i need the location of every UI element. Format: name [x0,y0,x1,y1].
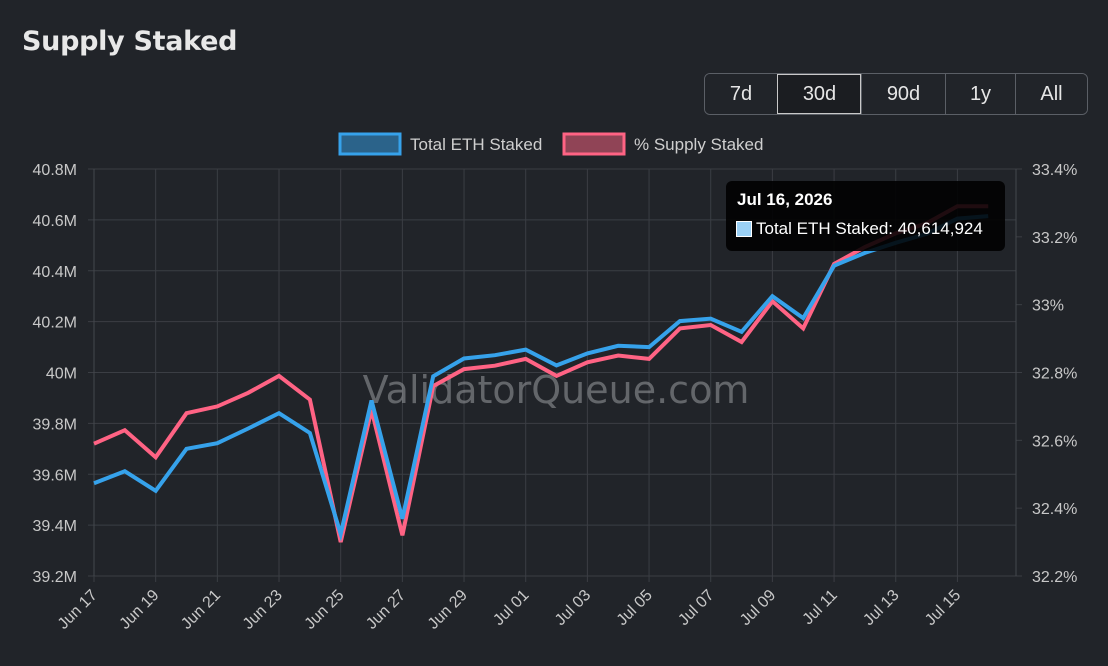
x-tick-label: Jun 25 [302,587,348,633]
y-right-tick-label: 32.4% [1032,501,1077,518]
x-tick-label: Jun 27 [363,587,409,633]
x-tick-label: Jul 09 [737,587,779,629]
y-left-tick-label: 40.6M [33,213,77,230]
y-left-tick-label: 39.2M [33,569,77,586]
y-right-tick-label: 32.8% [1032,366,1077,383]
left-y-axis: 39.2M 39.4M 39.6M 39.8M 40M 40.2M 40.4M 40.6M 40… [33,162,77,586]
y-right-tick-label: 33.2% [1032,230,1077,247]
chart-lines [93,204,989,543]
chart-legend: Total ETH Staked % Supply Staked [338,132,763,156]
chart-tooltip: Jul 16, 2026 Total ETH Staked: 40,614,92… [726,181,1005,251]
legend-swatch-supply-percent[interactable] [562,132,626,156]
y-left-tick-label: 40.2M [33,315,77,332]
total-eth-staked-line [93,214,989,542]
x-tick-label: Jul 15 [922,587,964,629]
tooltip-color-swatch [736,221,752,237]
x-axis: Jun 17 Jun 19 Jun 21 Jun 23 Jun 25 Jun 27 Jun … [55,587,964,633]
x-tick-label: Jul 11 [800,587,841,628]
y-right-tick-label: 32.2% [1032,569,1077,586]
y-left-tick-label: 39.8M [33,416,77,433]
x-tick-label: Jul 03 [552,587,594,629]
range-30d-button[interactable]: 30d [777,74,861,114]
x-tick-label: Jun 29 [425,587,471,633]
y-left-tick-label: 40M [46,366,77,383]
x-tick-label: Jul 01 [490,587,532,629]
legend-label-total-eth[interactable]: Total ETH Staked [410,135,542,154]
y-left-tick-label: 39.4M [33,518,77,535]
right-y-axis: 32.2% 32.4% 32.6% 32.8% 33% 33.2% 33.4% [1032,162,1077,586]
x-tick-label: Jun 19 [117,587,163,633]
y-left-tick-label: 40.4M [33,264,77,281]
x-tick-label: Jul 07 [675,587,717,629]
tooltip-value: Total ETH Staked: 40,614,924 [756,219,983,238]
y-left-tick-label: 39.6M [33,467,77,484]
y-right-tick-label: 33% [1032,298,1064,315]
legend-swatch-total-eth[interactable] [338,132,402,156]
range-1y-button[interactable]: 1y [945,74,1015,114]
x-tick-label: Jul 13 [860,587,902,629]
supply-staked-percent-line [93,204,989,543]
y-right-tick-label: 32.6% [1032,433,1077,450]
x-tick-label: Jun 17 [55,587,101,633]
x-tick-label: Jul 05 [614,587,656,629]
range-all-button[interactable]: All [1015,74,1087,114]
range-7d-button[interactable]: 7d [705,74,777,114]
range-90d-button[interactable]: 90d [861,74,945,114]
page-title: Supply Staked [22,26,238,57]
time-range-selector: 7d 30d 90d 1y All [704,73,1088,115]
tooltip-date: Jul 16, 2026 [737,190,833,209]
legend-label-supply-percent[interactable]: % Supply Staked [634,135,763,154]
x-tick-label: Jun 21 [178,587,224,633]
y-right-tick-label: 33.4% [1032,162,1077,179]
y-left-tick-label: 40.8M [33,162,77,179]
x-tick-label: Jun 23 [240,587,286,633]
